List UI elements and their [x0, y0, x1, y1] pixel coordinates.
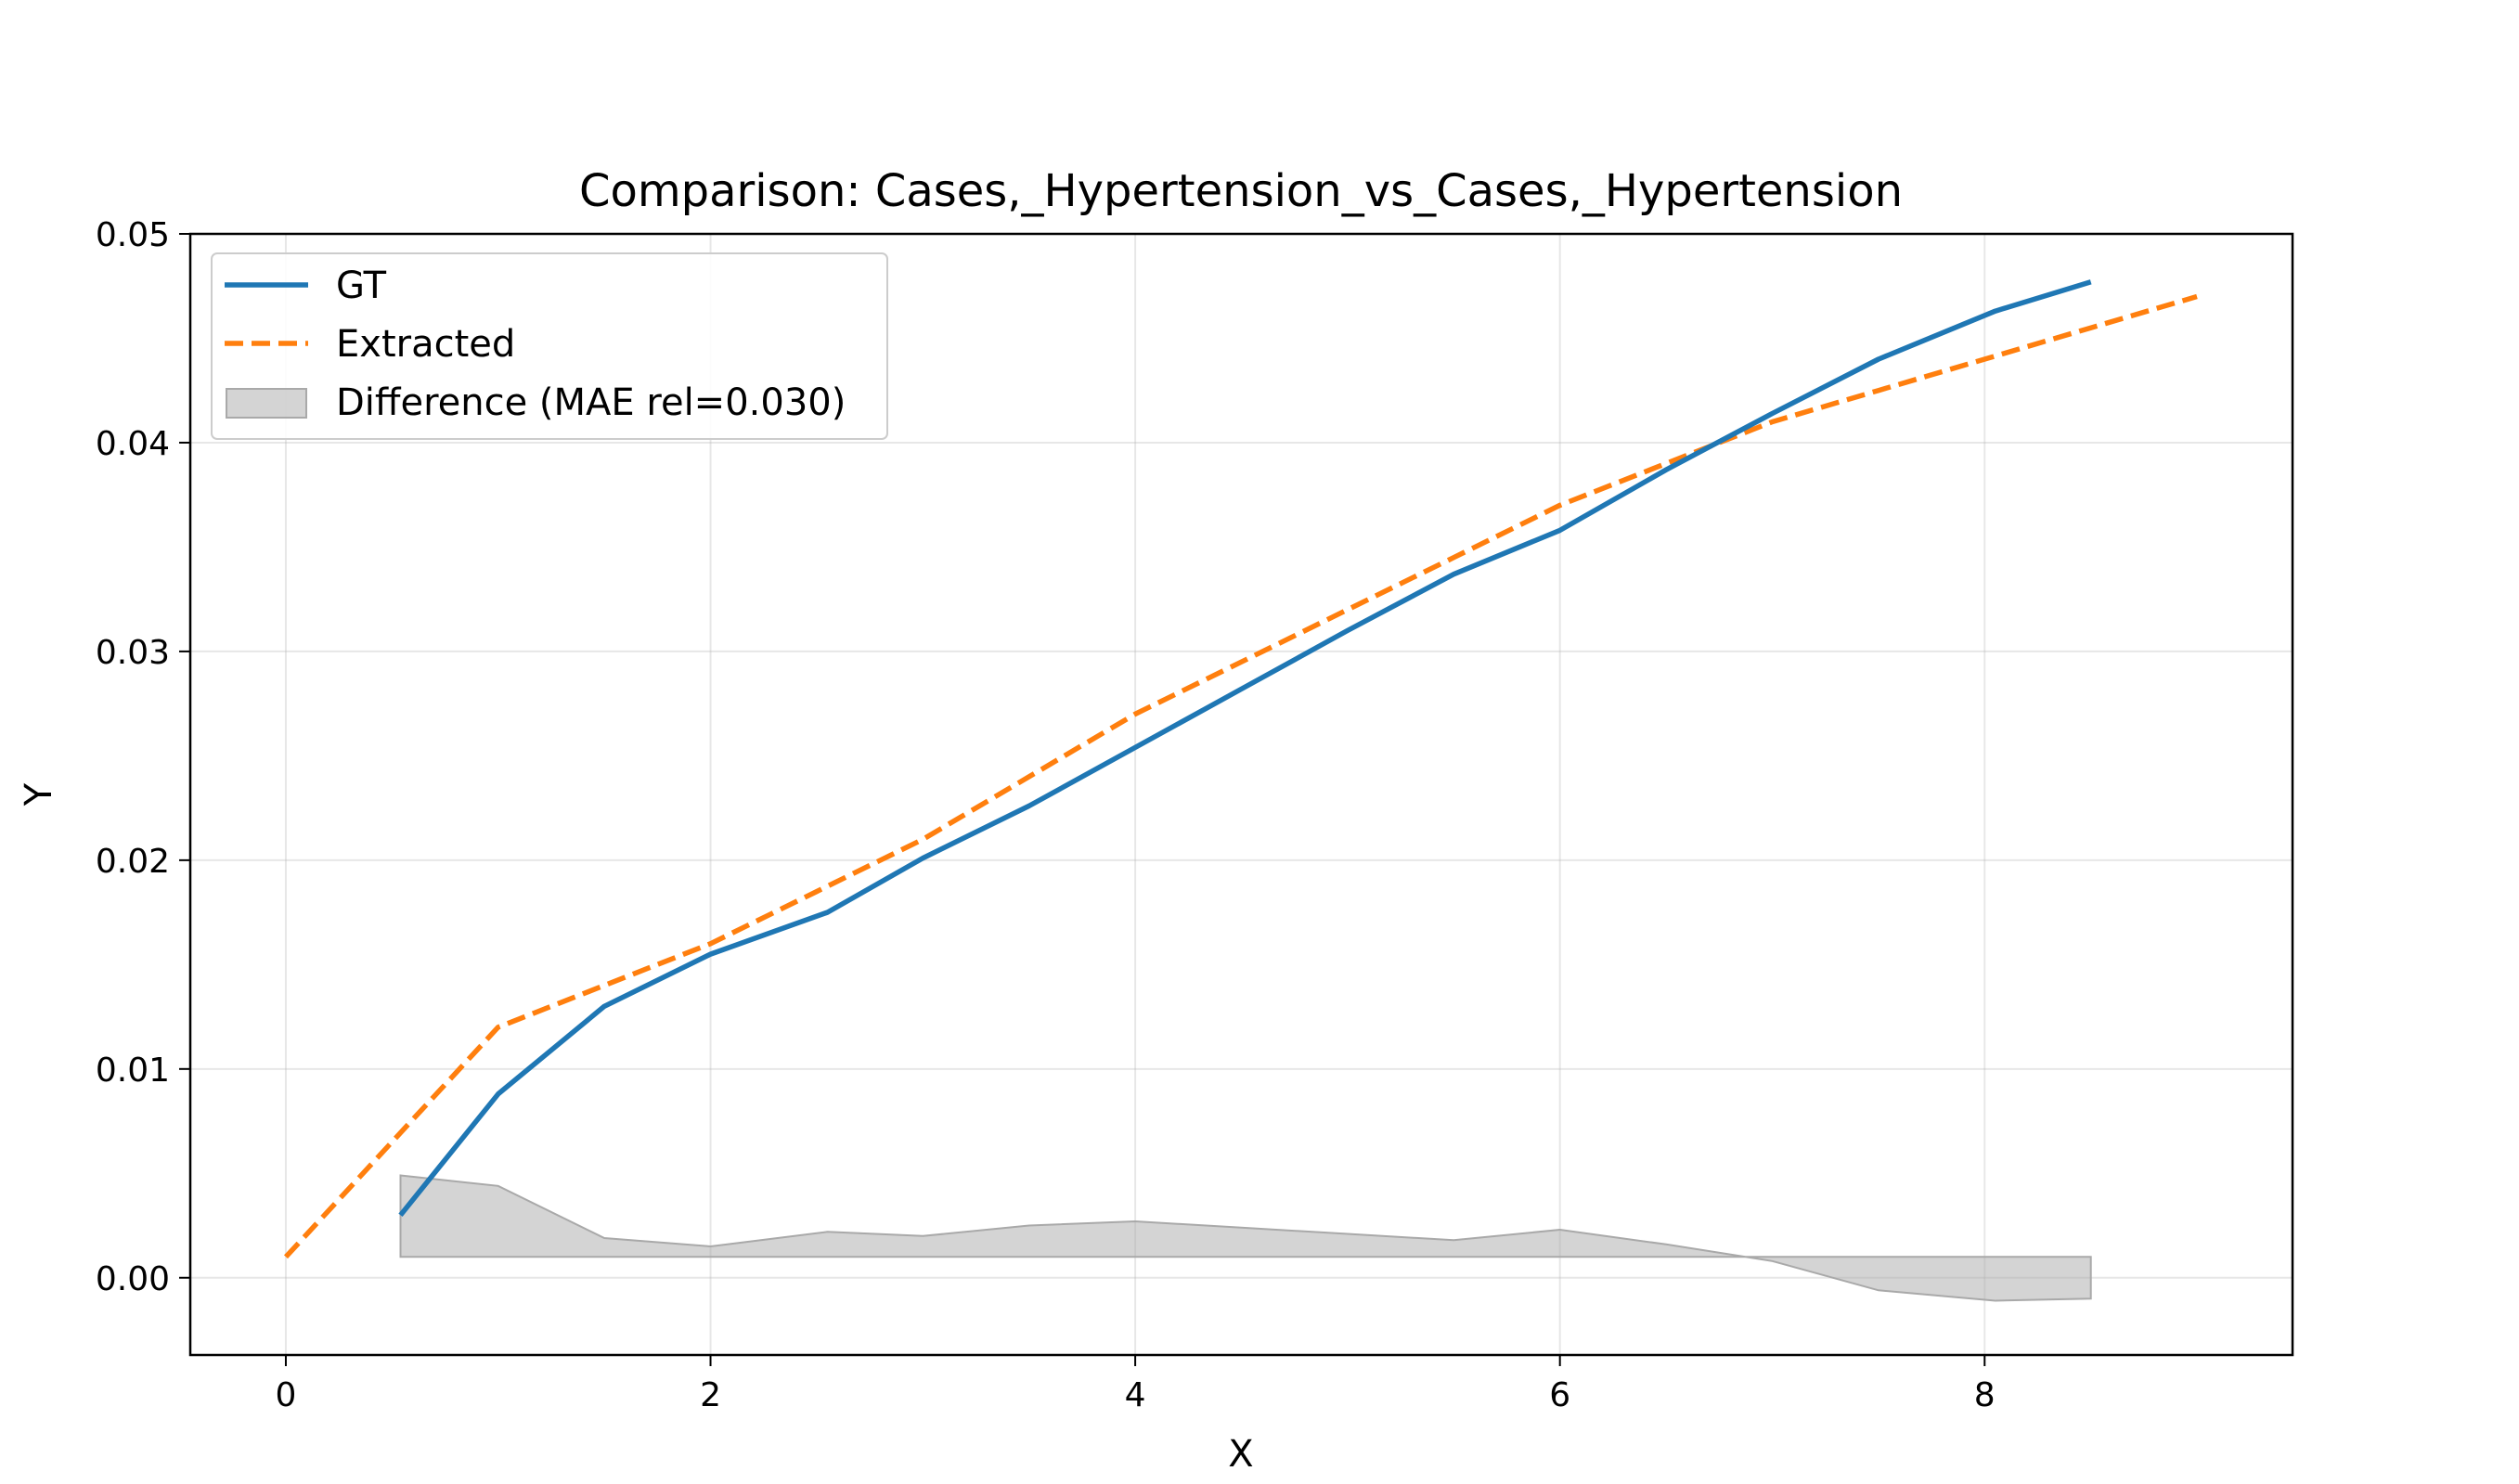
legend-extracted-label: Extracted: [336, 323, 515, 366]
y-tick-label: 0.04: [96, 425, 170, 463]
x-tick-label: 8: [1974, 1376, 1996, 1414]
x-tick-label: 4: [1125, 1376, 1146, 1414]
y-tick-label: 0.05: [96, 216, 170, 254]
series-line-extracted: [283, 293, 2198, 1259]
x-axis-ticks: 0 2 4 6 8: [276, 1355, 1996, 1414]
legend-difference-swatch: [226, 388, 307, 419]
difference-band: [399, 1174, 2092, 1302]
plot-area-frame: [188, 232, 2294, 1357]
y-tick-label: 0.01: [96, 1052, 170, 1090]
series-line-gt: [398, 279, 2092, 1218]
x-tick-label: 0: [276, 1376, 297, 1414]
difference-area: [399, 1174, 2092, 1302]
legend: GT Extracted Difference (MAE rel=0.030): [211, 252, 888, 440]
y-tick-label: 0.02: [96, 843, 170, 881]
y-tick-label: 0.00: [96, 1260, 170, 1298]
series-lines: [283, 279, 2198, 1259]
legend-gt-label: GT: [336, 265, 387, 307]
legend-box: [211, 252, 888, 440]
chart-title: Comparison: Cases,_Hypertension_vs_Cases…: [579, 165, 1903, 217]
x-tick-label: 2: [700, 1376, 721, 1414]
x-axis-label: X: [1228, 1433, 1253, 1476]
y-axis-ticks: 0.00 0.01 0.02 0.03 0.04 0.05: [96, 216, 190, 1298]
y-tick-label: 0.03: [96, 634, 170, 672]
y-axis-label: Y: [18, 782, 60, 807]
legend-difference-label: Difference (MAE rel=0.030): [336, 381, 846, 424]
x-tick-label: 6: [1549, 1376, 1570, 1414]
